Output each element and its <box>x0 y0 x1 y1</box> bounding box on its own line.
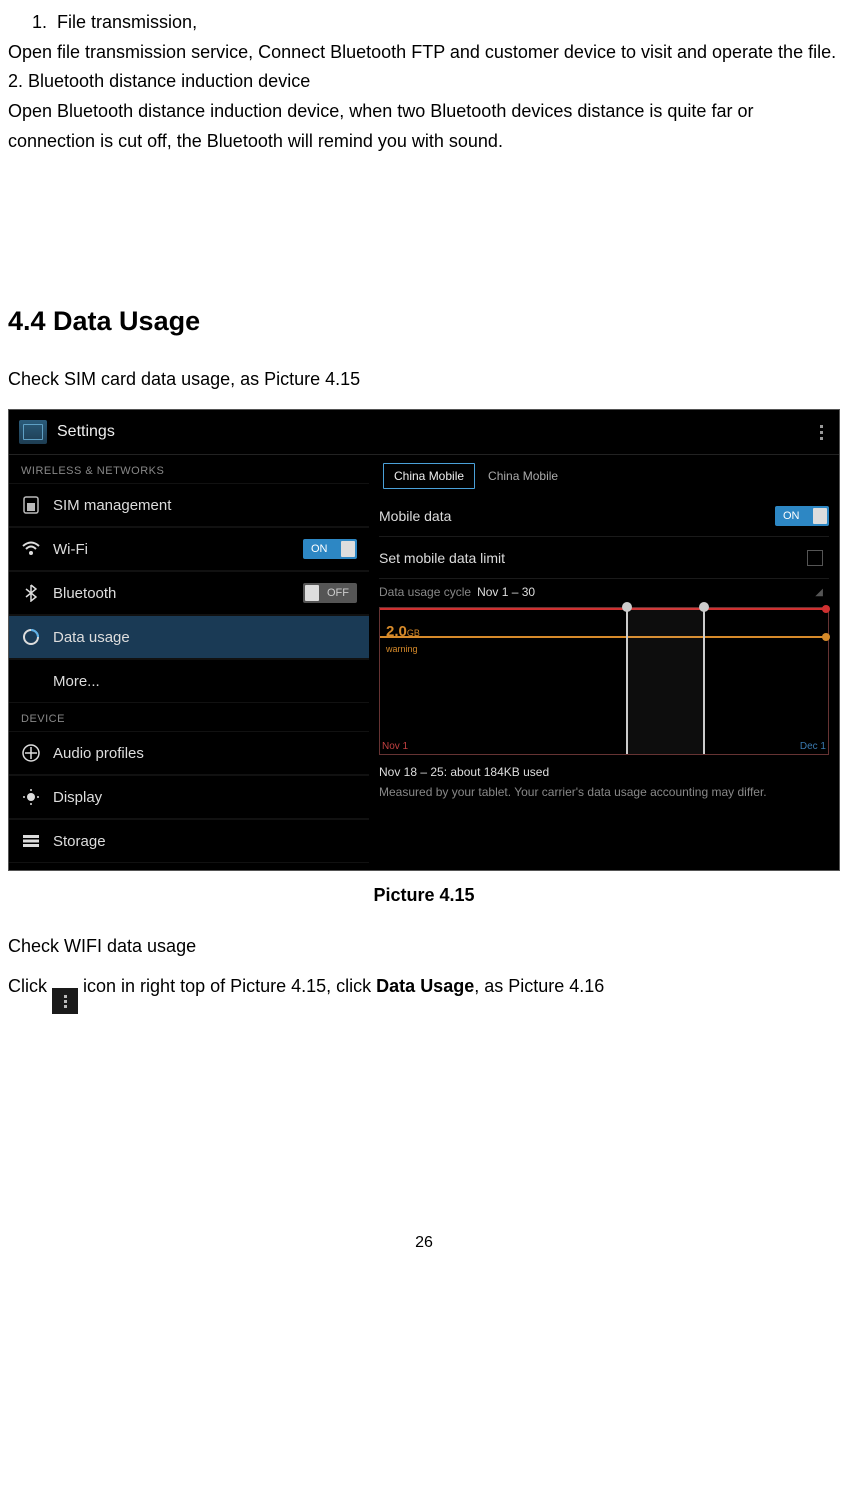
row-cycle[interactable]: Data usage cycle Nov 1 – 30 ◢ <box>379 579 829 605</box>
row-set-limit[interactable]: Set mobile data limit <box>379 537 829 579</box>
sidebar-item-label: Storage <box>53 833 357 850</box>
warning-line[interactable] <box>380 636 828 638</box>
settings-sidebar: WIRELESS & NETWORKS SIM management Wi-Fi… <box>9 455 369 870</box>
sidebar-item-storage[interactable]: Storage <box>9 819 369 863</box>
usage-note: Measured by your tablet. Your carrier's … <box>379 785 829 799</box>
display-icon <box>21 787 41 807</box>
section-heading: 4.4 Data Usage <box>8 306 840 337</box>
app-header: Settings <box>9 410 839 454</box>
limit-checkbox[interactable] <box>807 550 823 566</box>
detail-pane: China Mobile China Mobile Mobile data ON… <box>369 455 839 870</box>
bluetooth-toggle[interactable]: OFF <box>303 583 357 603</box>
axis-label-left: Nov 1 <box>382 741 408 752</box>
mobile-data-toggle[interactable]: ON <box>775 506 829 526</box>
sidebar-item-label: SIM management <box>53 497 357 514</box>
bluetooth-icon <box>21 583 41 603</box>
overflow-menu-icon <box>52 988 78 1014</box>
page-number: 26 <box>8 1234 840 1252</box>
sidebar-item-wifi[interactable]: Wi-Fi ON <box>9 527 369 571</box>
wifi-instruction: Click icon in right top of Picture 4.15,… <box>8 972 840 1015</box>
sidebar-item-label: Data usage <box>53 629 357 646</box>
overflow-menu-icon[interactable] <box>820 425 829 440</box>
axis-label-right: Dec 1 <box>800 741 826 752</box>
data-usage-icon <box>21 627 41 647</box>
lead-text: Check SIM card data usage, as Picture 4.… <box>8 365 840 395</box>
sidebar-item-label: Wi-Fi <box>53 541 291 558</box>
category-wireless: WIRELESS & NETWORKS <box>9 455 369 483</box>
list-item-2-body: Open Bluetooth distance induction device… <box>8 97 840 156</box>
figure-caption: Picture 4.15 <box>8 885 840 906</box>
screenshot-figure: Settings WIRELESS & NETWORKS SIM managem… <box>8 409 840 871</box>
list-item-2-title: 2. Bluetooth distance induction device <box>8 67 840 97</box>
cycle-value: Nov 1 – 30 <box>477 585 535 599</box>
category-device: DEVICE <box>9 703 369 731</box>
range-handle-left[interactable] <box>626 608 628 754</box>
wifi-icon <box>21 539 41 559</box>
wifi-heading: Check WIFI data usage <box>8 932 840 962</box>
list-item-1-title: 1. File transmission, <box>8 8 840 38</box>
tab-sim2[interactable]: China Mobile <box>477 463 569 489</box>
sidebar-item-bluetooth[interactable]: Bluetooth OFF <box>9 571 369 615</box>
list-item-1-body: Open file transmission service, Connect … <box>8 38 840 68</box>
usage-chart[interactable]: 2.0GB warning Nov 1 Dec 1 <box>379 607 829 755</box>
sidebar-item-data-usage[interactable]: Data usage <box>9 615 369 659</box>
sidebar-item-label: Display <box>53 789 357 806</box>
limit-line[interactable] <box>380 608 828 610</box>
app-title: Settings <box>57 423 115 441</box>
cycle-label: Data usage cycle <box>379 585 471 599</box>
row-label: Mobile data <box>379 508 775 524</box>
dropdown-icon: ◢ <box>815 587 823 598</box>
storage-icon <box>21 831 41 851</box>
sidebar-item-audio[interactable]: Audio profiles <box>9 731 369 775</box>
sidebar-item-label: More... <box>53 673 357 690</box>
audio-icon <box>21 743 41 763</box>
sidebar-item-label: Bluetooth <box>53 585 291 602</box>
wifi-toggle[interactable]: ON <box>303 539 357 559</box>
row-mobile-data[interactable]: Mobile data ON <box>379 495 829 537</box>
blank-icon <box>21 671 41 691</box>
range-handle-right[interactable] <box>703 608 705 754</box>
tab-sim1[interactable]: China Mobile <box>383 463 475 489</box>
sidebar-item-more[interactable]: More... <box>9 659 369 703</box>
sidebar-item-label: Audio profiles <box>53 745 357 762</box>
sidebar-item-sim[interactable]: SIM management <box>9 483 369 527</box>
warning-label: 2.0GB warning <box>386 624 420 655</box>
sidebar-item-display[interactable]: Display <box>9 775 369 819</box>
sim-icon <box>21 495 41 515</box>
settings-app-icon <box>19 420 47 444</box>
selection-range <box>626 608 702 754</box>
row-label: Set mobile data limit <box>379 550 807 566</box>
usage-summary: Nov 18 – 25: about 184KB used <box>379 765 829 779</box>
